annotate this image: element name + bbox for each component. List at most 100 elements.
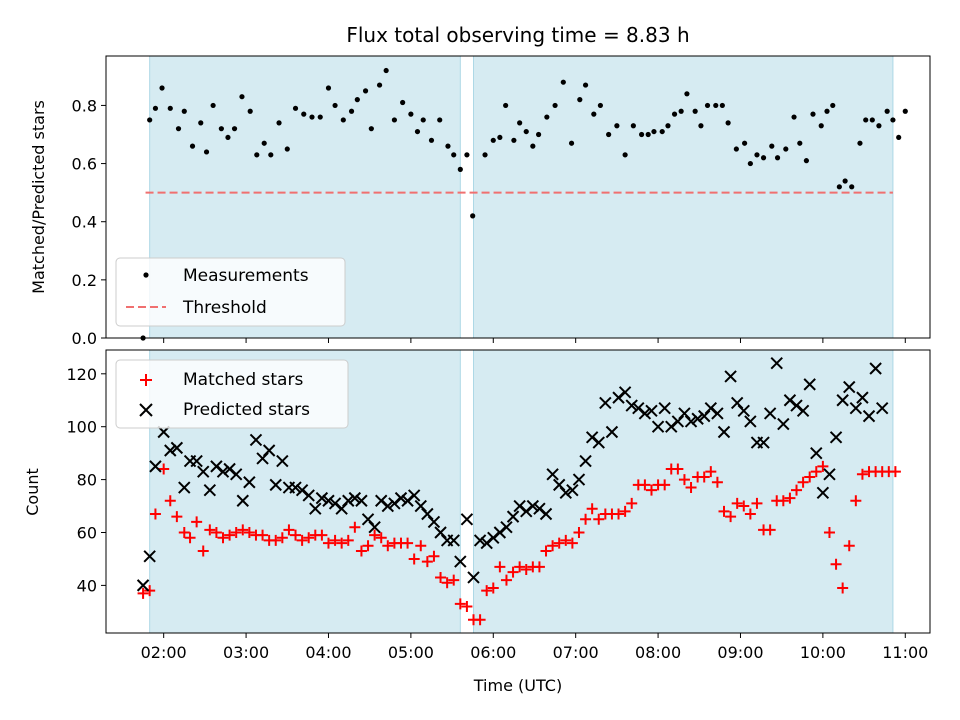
predicted-star-point: [348, 491, 362, 505]
predicted-star-point: [447, 534, 460, 547]
measurement-point: [902, 108, 908, 114]
matched-star-point: [843, 540, 855, 552]
measurement-point: [490, 137, 496, 143]
measurement-point: [239, 94, 245, 100]
top-panel: 0.00.20.40.60.8 Matched/Predicted stars …: [29, 55, 931, 348]
matched-star-point: [797, 476, 809, 488]
measurement-point: [530, 143, 536, 149]
predicted-star-point: [229, 468, 243, 481]
matched-star-point: [137, 587, 149, 599]
measurement-point: [301, 111, 307, 117]
bottom-panel: 40 60 80 100 120 02:00 03:00 04:00 05:00 06:00 07…: [23, 349, 931, 662]
x-tick-label: 07:00: [553, 643, 599, 662]
measurement-point: [742, 140, 748, 146]
measurement-point: [747, 160, 753, 167]
matched-star-point: [382, 540, 394, 552]
measurement-point: [457, 166, 463, 172]
observing-window-band: [473, 55, 894, 339]
x-tick-label: 03:00: [223, 643, 269, 662]
measurement-point: [836, 184, 842, 190]
matched-star-point: [158, 463, 170, 475]
matched-star-point: [823, 526, 835, 538]
measurement-point: [383, 67, 389, 74]
measurement-point: [704, 102, 711, 109]
predicted-star-point: [302, 489, 315, 502]
top-panel-frame: [105, 55, 931, 339]
measurement-point: [614, 123, 620, 129]
measurement-point: [503, 102, 509, 109]
predicted-star-point: [737, 404, 750, 418]
matched-star-point: [369, 529, 381, 541]
matched-star-point: [217, 532, 229, 544]
matched-star-point: [415, 540, 427, 552]
measurement-point: [582, 82, 589, 88]
matched-star-point: [731, 497, 743, 509]
measurement-point: [597, 102, 604, 109]
measurement-point: [408, 111, 414, 117]
measurement-point: [684, 91, 690, 97]
measurement-point: [818, 123, 824, 129]
measurement-point: [769, 143, 775, 149]
matched-star-point: [494, 561, 506, 573]
measurement-point: [783, 146, 789, 152]
bottom-x-ticks: 02:00 03:00 04:00 05:00 06:00 07:00 08:00 09:00…: [141, 633, 928, 662]
predicted-star-point: [658, 401, 671, 415]
measurement-point: [414, 128, 421, 135]
matched-star-point: [204, 524, 216, 536]
measurement-point: [276, 120, 282, 126]
matched-star-point: [560, 534, 572, 546]
measurement-point: [147, 117, 153, 123]
matched-star-point: [685, 482, 697, 494]
matched-star-point: [243, 526, 255, 538]
predicted-star-point: [243, 476, 256, 489]
bottom-y-axis-label: Count: [23, 468, 42, 516]
matched-star-point: [270, 534, 282, 546]
measurement-point: [876, 123, 882, 129]
predicted-star-point: [829, 431, 843, 444]
matched-star-point: [149, 508, 161, 520]
matched-star-point: [402, 537, 414, 549]
matched-star-point: [738, 500, 750, 512]
y-tick-label: 0.0: [72, 329, 97, 348]
y-tick-label: 100: [66, 418, 97, 437]
matched-star-point: [329, 534, 341, 546]
predicted-star-point: [203, 483, 217, 497]
measurement-point: [317, 114, 323, 120]
measurement-point: [203, 149, 210, 155]
measurement-point: [824, 108, 830, 114]
predicted-star-point: [724, 370, 737, 383]
matched-star-point: [764, 524, 776, 536]
measurement-point: [511, 137, 517, 143]
measurement-point: [678, 108, 684, 114]
matched-star-point: [586, 503, 598, 515]
predicted-star-point: [355, 494, 368, 507]
predicted-star-point: [777, 417, 790, 431]
matched-star-point: [283, 524, 295, 536]
y-tick-label: 60: [77, 523, 97, 542]
measurement-point: [713, 102, 719, 109]
measurement-point: [842, 178, 848, 184]
matched-star-point: [626, 497, 638, 509]
matched-star-point: [573, 526, 585, 538]
chart-title: Flux total observing time = 8.83 h: [346, 23, 689, 47]
matched-star-point: [698, 471, 710, 483]
matched-star-point: [224, 529, 236, 541]
predicted-star-point: [506, 510, 520, 523]
predicted-stars-legend-label: Predicted stars: [183, 400, 310, 420]
threshold-legend-label: Threshold: [182, 298, 267, 318]
matched-star-point: [164, 495, 176, 507]
predicted-star-point: [770, 357, 783, 370]
matched-star-point: [659, 479, 671, 491]
measurement-point: [719, 102, 725, 109]
matched-star-point: [645, 484, 657, 496]
measurement-point: [247, 108, 253, 114]
y-tick-label: 0.4: [72, 213, 97, 232]
predicted-star-point: [836, 394, 849, 407]
predicted-star-point: [579, 454, 592, 468]
predicted-star-point: [473, 534, 487, 547]
predicted-star-point: [803, 378, 816, 391]
matched-star-point: [817, 460, 829, 472]
measurement-point: [470, 213, 476, 219]
matched-star-point: [237, 524, 249, 536]
